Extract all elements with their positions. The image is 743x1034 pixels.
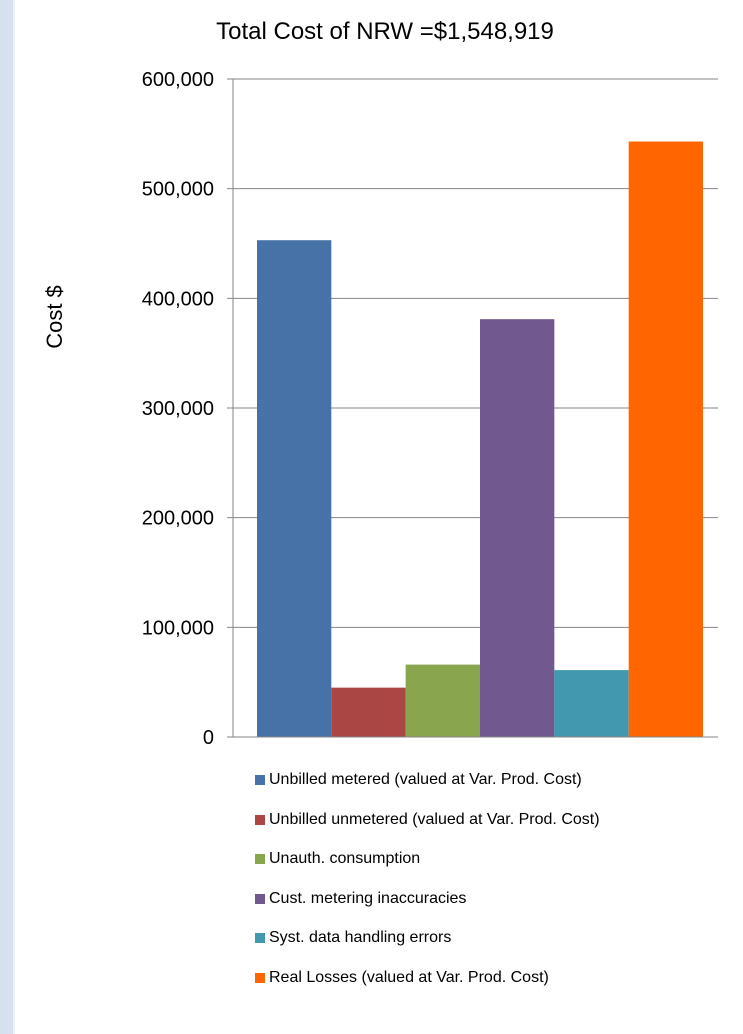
left-border-highlight	[13, 0, 15, 1034]
y-axis-title: Cost $	[42, 285, 67, 349]
bar-5	[554, 670, 629, 737]
left-border-strip	[0, 0, 13, 1034]
y-tick-label: 200,000	[142, 508, 214, 530]
bar-6	[628, 141, 703, 737]
y-tick-label: 300,000	[142, 398, 214, 420]
y-tick-label: 0	[203, 727, 214, 749]
legend-label: Unauth. consumption	[269, 850, 421, 867]
chart-title: Total Cost of NRW =$1,548,919	[216, 18, 554, 45]
bar-3	[405, 664, 480, 737]
bars	[257, 141, 703, 737]
legend-label: Cust. metering inaccuracies	[269, 889, 467, 907]
legend-swatch	[255, 854, 265, 864]
legend-item: Unbilled unmetered (valued at Var. Prod.…	[255, 807, 600, 833]
y-tick-label: 500,000	[142, 179, 214, 201]
y-tick-labels: 0 100,000 200,000 300,000 400,000 500,000 600,…	[142, 69, 214, 749]
y-tick-label: 600,000	[142, 69, 214, 91]
legend-swatch	[255, 893, 265, 904]
legend-swatch	[255, 972, 265, 983]
bar-2	[331, 687, 406, 737]
legend-swatch	[255, 814, 265, 825]
legend-item: Real Losses (valued at Var. Prod. Cost)	[255, 965, 600, 991]
legend-label: Syst. data handling errors	[269, 929, 452, 946]
y-tick-label: 100,000	[142, 617, 214, 639]
bar-1	[257, 240, 332, 737]
legend-item: Unbilled metered (valued at Var. Prod. C…	[255, 767, 600, 793]
legend-label: Unbilled metered (valued at Var. Prod. C…	[269, 771, 582, 788]
legend-item: Syst. data handling errors	[255, 925, 600, 951]
legend-label: Real Losses (valued at Var. Prod. Cost)	[269, 968, 549, 986]
legend-item: Cust. metering inaccuracies	[255, 886, 600, 912]
legend-swatch	[255, 933, 265, 943]
legend-label: Unbilled unmetered (valued at Var. Prod.…	[269, 810, 600, 828]
y-tick-label: 400,000	[142, 288, 214, 310]
chart-legend: Unbilled metered (valued at Var. Prod. C…	[255, 767, 600, 1004]
axes	[227, 78, 718, 738]
bar-4	[480, 319, 555, 737]
legend-item: Unauth. consumption	[255, 846, 600, 872]
cost-bar-chart: Total Cost of NRW =$1,548,919 Cost $ 0 10…	[42, 18, 718, 749]
legend-swatch	[255, 775, 265, 785]
